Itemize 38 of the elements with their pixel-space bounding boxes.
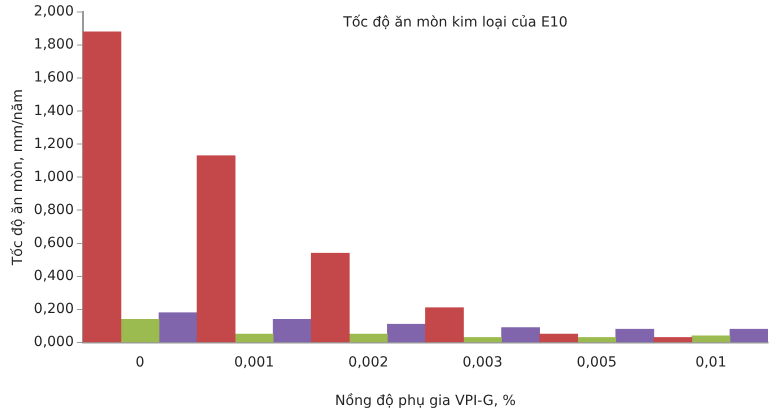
bar xyxy=(730,328,768,342)
y-tick-label: 0,600 xyxy=(34,234,74,251)
bar xyxy=(310,252,350,342)
x-tick-label: 0 xyxy=(136,354,144,370)
bar xyxy=(387,324,426,342)
y-tick-label: 1,800 xyxy=(34,36,74,53)
y-tick-label: 2,000 xyxy=(34,4,74,20)
bar xyxy=(82,31,122,342)
x-tick-label: 0,003 xyxy=(462,354,503,370)
bar xyxy=(348,334,388,342)
bar xyxy=(120,318,160,342)
bar xyxy=(692,335,730,342)
bar xyxy=(272,318,312,342)
bar xyxy=(158,312,198,342)
y-axis-title: Tốc độ ăn mòn, mm/năm xyxy=(10,89,26,266)
y-tick-label: 1,400 xyxy=(34,102,74,119)
x-tick-label: 0,01 xyxy=(695,354,726,370)
bar xyxy=(463,337,502,342)
bar xyxy=(425,307,464,342)
y-tick-label: 0,800 xyxy=(34,202,74,218)
x-tick-label: 0,002 xyxy=(348,354,388,370)
bar xyxy=(653,337,692,342)
y-tick-label: 0,400 xyxy=(34,268,74,284)
bar xyxy=(196,155,236,342)
bar xyxy=(615,328,654,342)
y-tick-label: 1,600 xyxy=(34,70,74,86)
x-tick-label: 0,001 xyxy=(234,354,274,370)
bar xyxy=(234,334,274,342)
bar xyxy=(539,334,578,342)
y-tick-label: 0,200 xyxy=(34,301,74,317)
x-axis-title: Nồng độ phụ gia VPI-G, % xyxy=(335,393,516,410)
y-tick-label: 0,000 xyxy=(34,334,74,350)
y-tick-label: 1,000 xyxy=(34,168,74,185)
chart-title: Tốc độ ăn mòn kim loại của E10 xyxy=(342,14,568,31)
y-tick-label: 1,200 xyxy=(34,136,74,152)
bar xyxy=(577,337,616,342)
bar xyxy=(501,327,540,342)
x-tick-label: 0,005 xyxy=(576,354,617,370)
